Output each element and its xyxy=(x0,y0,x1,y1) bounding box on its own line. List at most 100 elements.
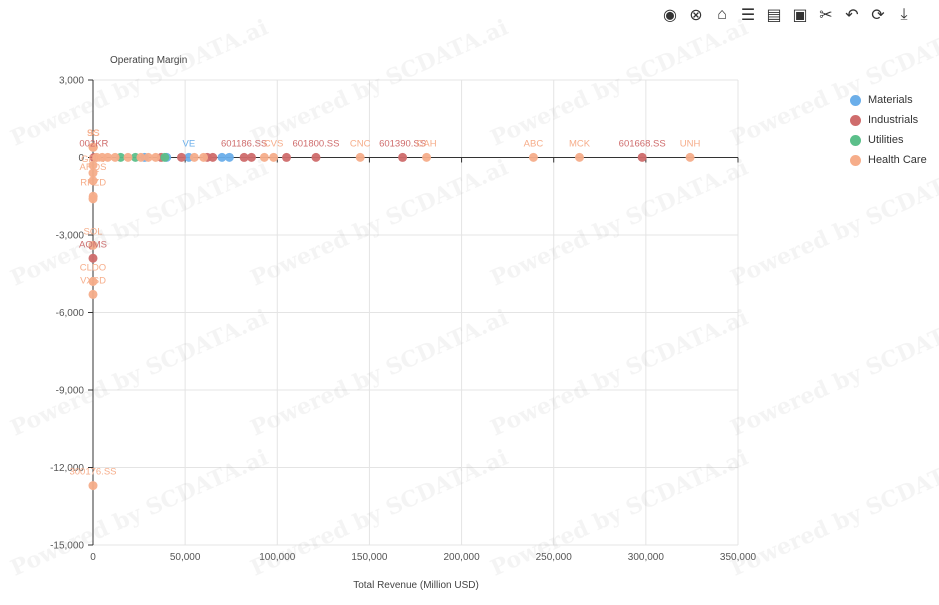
data-point[interactable] xyxy=(269,152,279,162)
data-point[interactable] xyxy=(224,152,234,162)
data-point-label: CLDO xyxy=(80,263,106,274)
x-tick-label: 350,000 xyxy=(720,552,757,563)
data-point[interactable] xyxy=(282,152,291,162)
refresh-icon[interactable]: ⟳ xyxy=(871,7,885,24)
y-tick-label: 0 xyxy=(78,153,84,164)
data-point-label: 9C xyxy=(87,128,99,139)
data-point-label: 002KR xyxy=(79,139,108,150)
data-point[interactable] xyxy=(176,152,186,162)
data-point[interactable] xyxy=(217,152,227,162)
data-point-label: CVS xyxy=(264,138,284,149)
y-axis-title: Operating Margin xyxy=(110,55,187,66)
data-point[interactable] xyxy=(88,481,98,491)
data-point[interactable] xyxy=(246,152,256,162)
data-point[interactable] xyxy=(685,152,695,162)
data-point[interactable] xyxy=(88,194,98,204)
legend-marker xyxy=(850,154,861,166)
data-point[interactable] xyxy=(151,152,161,162)
download-icon[interactable]: ⤓ xyxy=(900,6,908,23)
data-point-label: 601800.SS xyxy=(292,138,339,149)
data-point[interactable] xyxy=(575,152,585,162)
scissors-icon[interactable]: ✂ xyxy=(819,7,833,24)
data-point-label: ABC xyxy=(524,138,544,149)
data-point[interactable] xyxy=(88,277,98,286)
legend-item[interactable]: Health Care xyxy=(850,150,927,170)
data-point[interactable] xyxy=(528,152,538,162)
data-point-label: SS xyxy=(87,128,100,139)
tag-icon[interactable]: ⌂ xyxy=(717,6,727,23)
y-tick-label: 3,000 xyxy=(59,76,84,87)
data-view-icon[interactable]: ☰ xyxy=(740,7,756,24)
data-point-label: 300176.SS xyxy=(69,467,116,478)
data-point[interactable] xyxy=(88,168,98,178)
data-point[interactable] xyxy=(637,152,647,162)
data-point-label: 601186.SS xyxy=(221,138,267,149)
data-point-label: SOL xyxy=(83,226,102,237)
legend-marker xyxy=(850,134,861,146)
x-tick-label: 250,000 xyxy=(536,552,573,563)
data-point-label: CAH xyxy=(417,138,437,149)
data-point[interactable] xyxy=(199,152,209,162)
data-point[interactable] xyxy=(259,152,269,162)
data-point[interactable] xyxy=(136,152,146,162)
data-point[interactable] xyxy=(88,240,98,250)
data-point[interactable] xyxy=(311,152,321,162)
y-tick-label: -3,000 xyxy=(56,231,85,242)
legend-item[interactable]: Industrials xyxy=(850,110,927,130)
x-axis-title: Total Revenue (Million USD) xyxy=(353,580,479,591)
data-point[interactable] xyxy=(422,152,432,162)
data-point[interactable] xyxy=(189,152,199,162)
data-point-label: VXSD xyxy=(80,275,106,286)
x-tick-label: 300,000 xyxy=(628,552,665,563)
x-tick-label: 200,000 xyxy=(443,552,480,563)
data-point[interactable] xyxy=(160,152,170,162)
data-point[interactable] xyxy=(88,160,98,170)
x-tick-label: 0 xyxy=(90,552,96,563)
data-points xyxy=(88,142,695,491)
data-point[interactable] xyxy=(239,152,249,162)
data-point-label: MCK xyxy=(569,138,591,149)
data-point-label: GRIN xyxy=(81,154,105,165)
data-point[interactable] xyxy=(88,289,98,299)
data-point[interactable] xyxy=(398,152,408,162)
data-point-label: CNC xyxy=(350,138,371,149)
data-point-label: ARQS xyxy=(80,162,107,173)
data-point-label: 601668.SS xyxy=(619,138,666,149)
target-icon[interactable]: ◉ xyxy=(663,7,677,24)
chart-toolbar: ◉ ⊗ ⌂ ☰ ▤ ▣ ✂ ↶ ⟳ ⤓ xyxy=(661,6,913,24)
legend-label: Materials xyxy=(868,94,913,106)
data-point[interactable] xyxy=(88,253,98,263)
y-tick-label: -9,000 xyxy=(56,386,85,397)
y-tick-label: -15,000 xyxy=(50,541,84,552)
data-point[interactable] xyxy=(88,176,98,186)
legend-item[interactable]: Utilities xyxy=(850,130,927,150)
flag-comment-icon[interactable]: ▣ xyxy=(792,7,808,24)
data-point[interactable] xyxy=(88,142,98,152)
data-point[interactable] xyxy=(110,152,120,162)
data-point[interactable] xyxy=(143,152,153,162)
data-point-label: 601390.SS xyxy=(379,138,426,149)
undo-icon[interactable]: ↶ xyxy=(845,7,859,24)
x-tick-label: 150,000 xyxy=(351,552,388,563)
cancel-icon[interactable]: ⊗ xyxy=(689,7,703,24)
data-point[interactable] xyxy=(355,152,365,162)
data-point-label: UNH xyxy=(680,138,701,149)
legend-item[interactable]: Materials xyxy=(850,90,927,110)
legend: Materials Industrials Utilities Health Care xyxy=(850,90,927,170)
legend-marker xyxy=(850,94,861,106)
data-point-label: VE xyxy=(182,138,195,149)
x-tick-label: 100,000 xyxy=(259,552,296,563)
comment-icon[interactable]: ▤ xyxy=(766,7,782,24)
data-point-label: RKZD xyxy=(80,177,106,188)
legend-label: Health Care xyxy=(868,154,927,166)
data-point[interactable] xyxy=(123,152,133,162)
legend-label: Industrials xyxy=(868,114,919,126)
legend-marker xyxy=(850,114,861,126)
grid-lines xyxy=(92,79,739,546)
point-labels: VE 601668.SS 601390.SS 601800.SS 601186.SS AQ… xyxy=(69,128,700,477)
legend-label: Utilities xyxy=(868,134,904,146)
y-tick-label: -6,000 xyxy=(56,308,85,319)
y-tick-label: -12,000 xyxy=(50,463,84,474)
data-point[interactable] xyxy=(92,152,102,162)
